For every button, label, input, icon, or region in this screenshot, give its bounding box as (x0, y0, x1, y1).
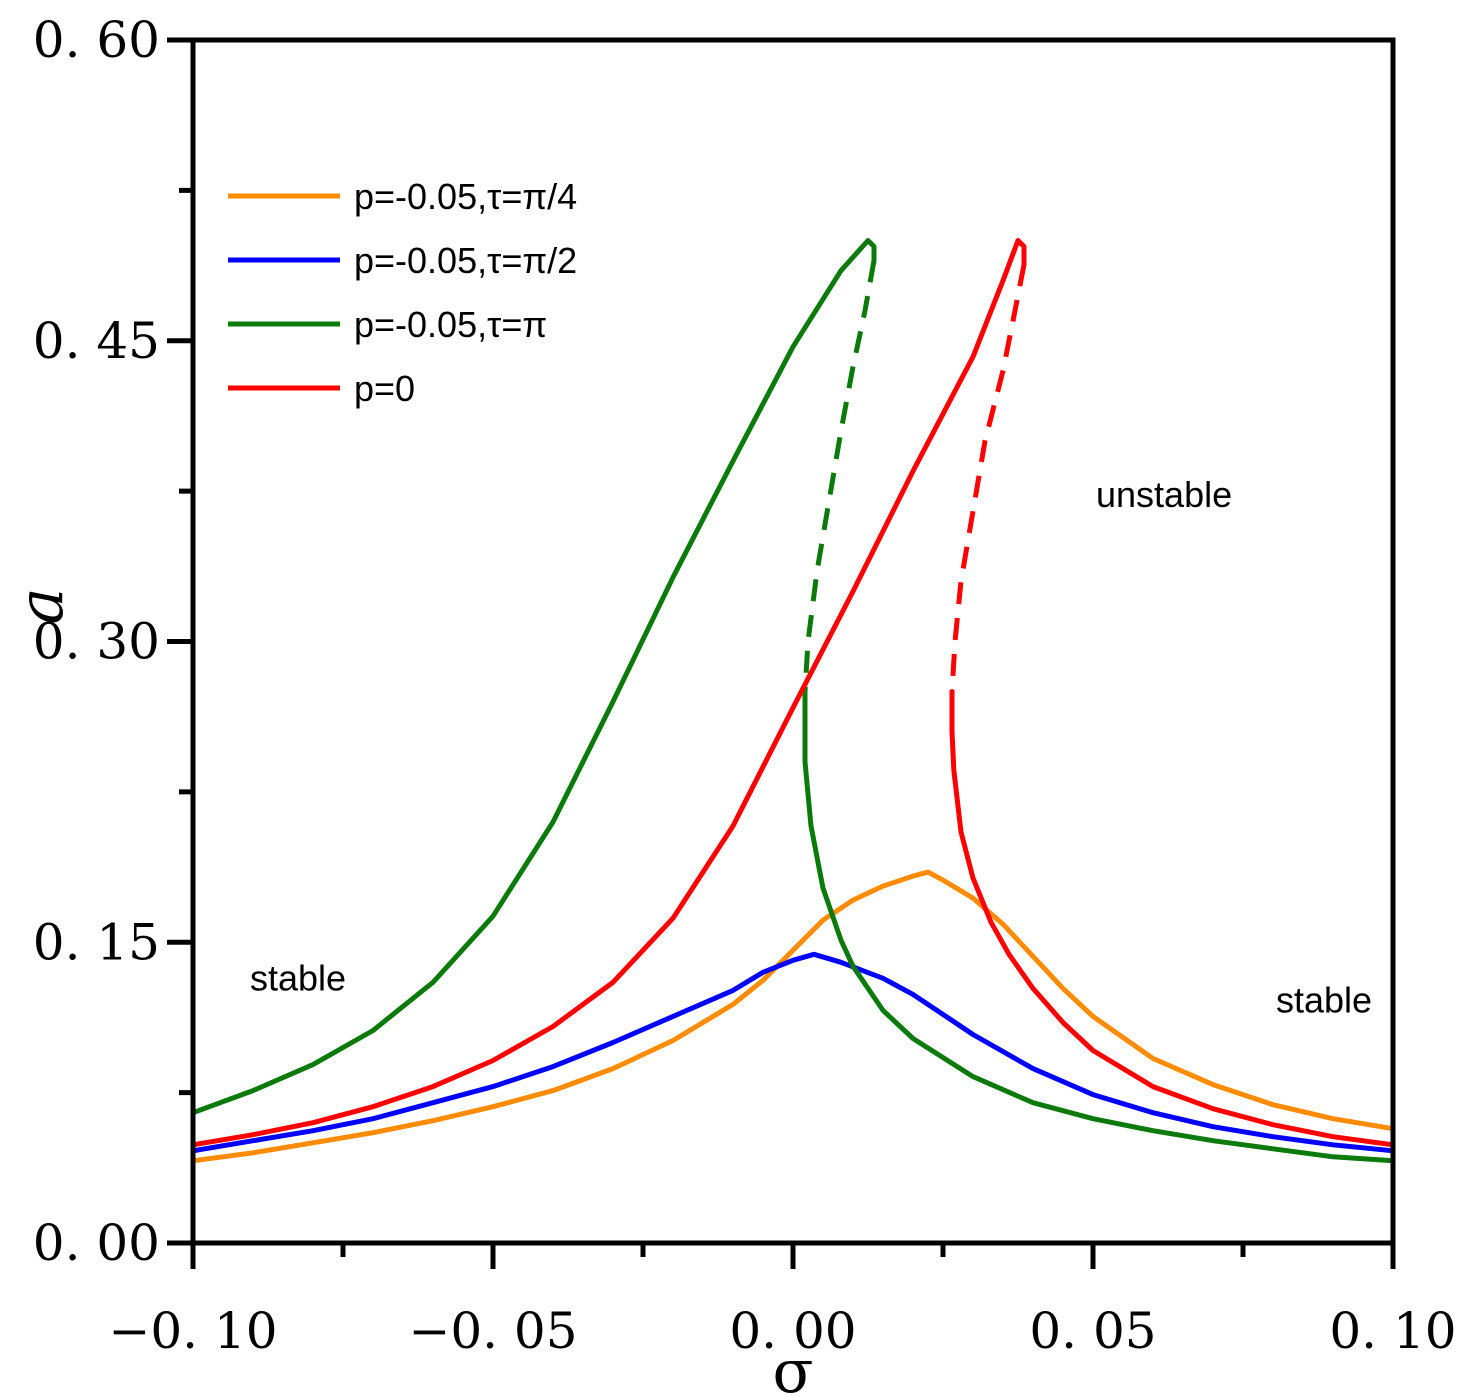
annotation-label: stable (250, 957, 346, 998)
series-3-stable-line (190, 238, 1027, 1148)
legend-label: p=-0.05,τ=π (354, 304, 547, 345)
plot-frame (190, 37, 1396, 1246)
y-tick-label: 0. 60 (33, 11, 160, 69)
curves-layer (190, 238, 1396, 1164)
ticks-layer: −0. 10 −0. 05 0. 00 0. 05 0. 10 0. 00 0. 15 0. … (33, 11, 1457, 1360)
y-tick-label: 0. 15 (33, 913, 160, 971)
x-axis-title: σ (773, 1337, 814, 1397)
y-tick-label: 0. 30 (33, 613, 160, 671)
series-0-stable-line (190, 869, 1396, 1164)
annotation-label: unstable (1096, 474, 1232, 515)
series-3-lower-stable-line (949, 689, 1396, 1148)
x-tick-label: −0. 10 (108, 1302, 277, 1360)
series-2-lower-stable-line (802, 689, 1396, 1164)
series-2-unstable-line (802, 260, 877, 692)
series-1-stable-line (190, 951, 1396, 1154)
x-tick-label: 0. 05 (1029, 1302, 1156, 1360)
x-tick-label: 0. 10 (1329, 1302, 1456, 1360)
legend-label: p=-0.05,τ=π/2 (354, 240, 577, 281)
annotations-layer: stable unstable stable (250, 474, 1372, 1020)
annotation-label: stable (1276, 979, 1372, 1020)
series-3-unstable-line (949, 264, 1027, 692)
legend-label: p=-0.05,τ=π/4 (354, 176, 577, 217)
legend: p=-0.05,τ=π/4 p=-0.05,τ=π/2 p=-0.05,τ=π p=0 (228, 176, 577, 409)
x-tick-label: −0. 05 (408, 1302, 577, 1360)
y-tick-label: 0. 00 (33, 1214, 160, 1272)
series-2-stable-line (190, 238, 877, 1116)
y-tick-label: 0. 45 (33, 312, 160, 370)
legend-label: p=0 (354, 368, 415, 409)
y-axis-title: a (4, 588, 77, 625)
x-tick-label: 0. 00 (729, 1302, 856, 1360)
